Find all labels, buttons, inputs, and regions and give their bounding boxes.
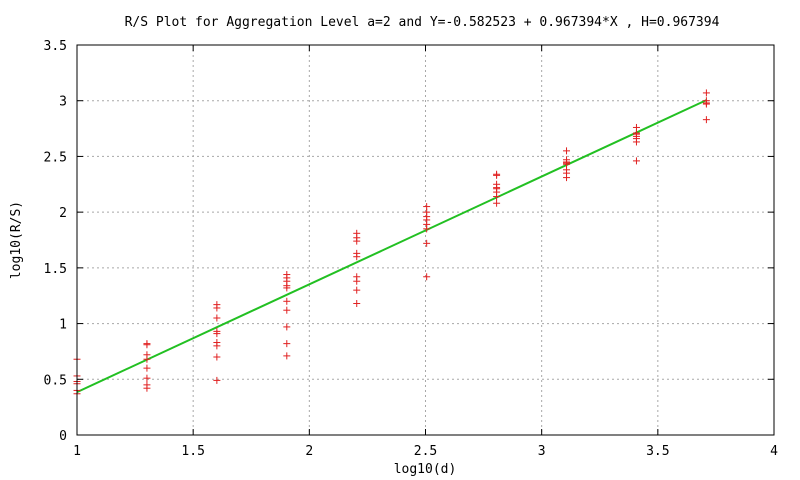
y-tick-label: 3.5	[44, 39, 67, 54]
data-point	[632, 138, 640, 146]
data-point	[143, 374, 151, 382]
data-points-layer	[73, 89, 710, 398]
x-tick-label: 1.5	[181, 444, 204, 459]
data-point	[632, 157, 640, 165]
data-point	[213, 353, 221, 361]
x-tick-label: 3.5	[646, 444, 669, 459]
data-point	[423, 225, 431, 233]
grid-lines	[77, 45, 774, 435]
data-point	[213, 342, 221, 350]
x-tick-label: 1	[73, 444, 81, 459]
y-tick-label: 2	[59, 206, 67, 221]
data-point	[353, 286, 361, 294]
data-point	[353, 237, 361, 245]
data-point	[353, 300, 361, 308]
data-point	[213, 304, 221, 312]
x-tick-label: 4	[770, 444, 778, 459]
data-point	[493, 199, 501, 207]
data-point	[563, 174, 571, 182]
data-point	[213, 376, 221, 384]
fit-line	[76, 99, 707, 394]
y-tick-label: 0	[59, 429, 67, 444]
x-tick-label: 2	[305, 444, 313, 459]
data-point	[283, 323, 291, 331]
data-point	[143, 384, 151, 392]
x-tick-label: 2.5	[414, 444, 437, 459]
data-point	[353, 277, 361, 285]
data-point	[283, 284, 291, 292]
data-point	[493, 171, 501, 179]
data-point	[143, 364, 151, 372]
y-tick-label: 2.5	[44, 150, 67, 165]
data-point	[563, 147, 571, 155]
y-tick-label: 3	[59, 95, 67, 110]
data-point	[353, 253, 361, 261]
y-axis-label: log10(R/S)	[9, 201, 24, 279]
data-point	[283, 352, 291, 360]
fit-line-layer	[76, 99, 707, 394]
y-tick-label: 1	[59, 318, 67, 333]
data-point	[283, 306, 291, 314]
data-point	[702, 89, 710, 97]
data-point	[702, 116, 710, 124]
y-tick-label: 0.5	[44, 373, 67, 388]
y-tick-label: 1.5	[44, 262, 67, 277]
data-point	[143, 355, 151, 363]
data-point	[213, 330, 221, 338]
x-tick-label: 3	[538, 444, 546, 459]
data-point	[213, 314, 221, 322]
data-point	[493, 193, 501, 201]
data-point	[283, 297, 291, 305]
data-point	[283, 340, 291, 348]
data-point	[423, 239, 431, 247]
data-point	[423, 273, 431, 281]
data-point	[143, 341, 151, 349]
x-ticks: 1 1.5 2 2.5 3 3.5 4	[73, 45, 778, 459]
chart-title: R/S Plot for Aggregation Level a=2 and Y…	[125, 15, 720, 30]
y-ticks: 0 0.5 1 1.5 2 2.5 3 3.5	[44, 39, 774, 444]
x-axis-label: log10(d)	[394, 462, 457, 477]
data-point	[702, 100, 710, 108]
